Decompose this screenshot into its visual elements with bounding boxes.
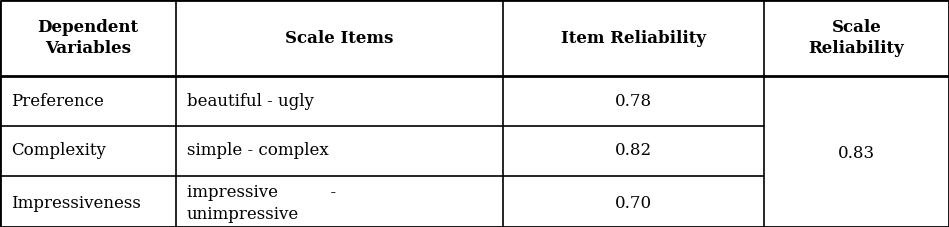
Text: 0.70: 0.70 <box>615 195 652 212</box>
Text: simple - complex: simple - complex <box>187 143 328 159</box>
Text: Preference: Preference <box>11 93 104 109</box>
Text: Scale Items: Scale Items <box>285 30 394 47</box>
Text: impressive          -
unimpressive: impressive - unimpressive <box>187 184 336 223</box>
Text: 0.83: 0.83 <box>838 145 875 162</box>
Text: Scale
Reliability: Scale Reliability <box>809 19 904 57</box>
Text: beautiful - ugly: beautiful - ugly <box>187 93 314 109</box>
Text: Dependent
Variables: Dependent Variables <box>37 19 139 57</box>
Text: Item Reliability: Item Reliability <box>561 30 706 47</box>
Text: 0.78: 0.78 <box>615 93 652 109</box>
Text: Impressiveness: Impressiveness <box>11 195 141 212</box>
Text: Complexity: Complexity <box>11 143 106 159</box>
Text: 0.82: 0.82 <box>615 143 652 159</box>
